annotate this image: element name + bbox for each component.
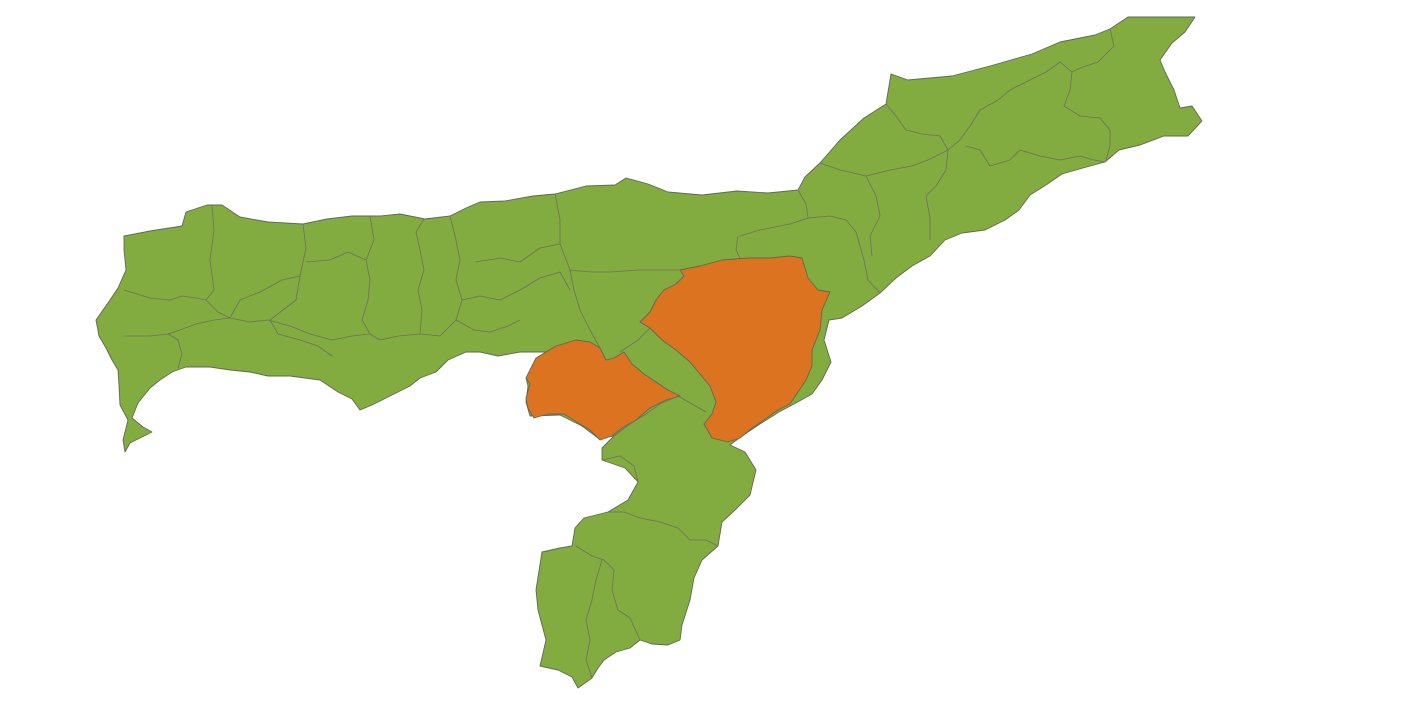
state-outline: [95, 16, 1203, 689]
highlighted-district-east: [639, 255, 831, 443]
highlighted-district-west: [525, 339, 681, 441]
district-borders: [123, 28, 1115, 679]
